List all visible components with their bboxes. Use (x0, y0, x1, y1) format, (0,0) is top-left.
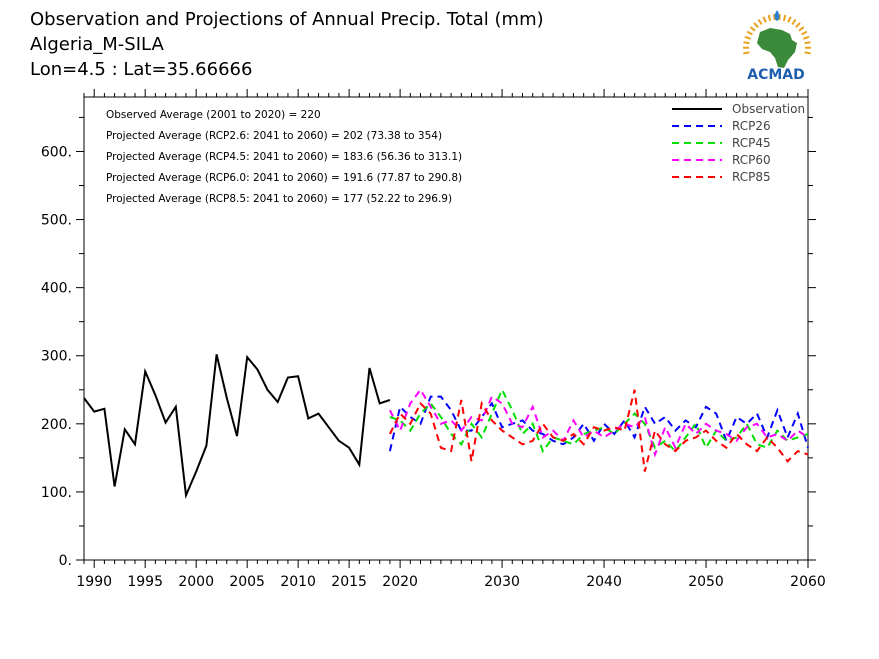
x-tick-label: 2005 (229, 574, 265, 590)
logo-ray (804, 51, 811, 55)
logo-africa-shape (757, 28, 797, 68)
series-line-rcp60 (389, 388, 809, 458)
location-label: Algeria_M-SILA (30, 34, 164, 55)
x-tick-label: 2020 (382, 574, 418, 590)
x-tick-label: 1990 (76, 574, 112, 590)
logo-ray (803, 35, 810, 40)
y-tick-label: 200. (41, 417, 72, 433)
x-tick-label: 2030 (484, 574, 520, 590)
y-tick-label: 400. (41, 281, 72, 297)
series-line-rcp85 (389, 389, 809, 472)
logo-ray (795, 22, 801, 29)
logo-ray (762, 16, 767, 23)
x-tick-label: 2010 (280, 574, 316, 590)
stats-panel: Observed Average (2001 to 2020) = 220 Pr… (106, 109, 462, 205)
y-tick-label: 600. (41, 144, 72, 160)
plot-frame (83, 96, 809, 561)
legend: Observation RCP26 RCP45 RCP60 RCP85 (672, 102, 805, 184)
logo-ray (782, 14, 787, 22)
logo-ray (767, 14, 772, 22)
logo-ray (798, 26, 805, 32)
stats-line: Projected Average (RCP2.6: 2041 to 2060)… (106, 130, 442, 142)
logo-sun-rays (742, 14, 812, 55)
logo-ray (749, 26, 756, 32)
stats-line: Observed Average (2001 to 2020) = 220 (106, 109, 321, 121)
legend-label: RCP60 (732, 153, 771, 167)
logo-ray (743, 41, 750, 45)
stats-line: Projected Average (RCP6.0: 2041 to 2060)… (106, 172, 462, 184)
x-tick-label: 2060 (790, 574, 826, 590)
acmad-logo: ACMAD (742, 10, 812, 83)
x-tick-label: 2050 (688, 574, 724, 590)
legend-label: RCP26 (732, 119, 771, 133)
logo-text: ACMAD (747, 67, 805, 83)
logo-drop-icon (774, 10, 780, 21)
x-tick-label: 1995 (127, 574, 163, 590)
logo-ray (757, 18, 763, 26)
chart-title: Observation and Projections of Annual Pr… (30, 9, 544, 30)
series-line-rcp45 (389, 387, 809, 454)
y-tick-label: 300. (41, 349, 72, 365)
logo-ray (744, 35, 751, 40)
series-line-observation (83, 354, 391, 500)
legend-label: RCP85 (732, 170, 771, 184)
logo-ray (801, 30, 808, 36)
axes: 0. 100. 200. 300. 400. 500. 600. 1990 1995 2000 20… (41, 89, 826, 590)
logo-ray (787, 16, 792, 23)
series-layer (83, 354, 809, 500)
logo-ray (791, 18, 797, 26)
logo-ray (743, 51, 750, 55)
legend-label: Observation (732, 102, 805, 116)
y-tick-label: 100. (41, 485, 72, 501)
legend-label: RCP45 (732, 136, 771, 150)
logo-ray (746, 30, 753, 36)
coordinates-label: Lon=4.5 : Lat=35.66666 (30, 59, 252, 80)
series-line-rcp26 (388, 395, 809, 452)
y-tick-label: 500. (41, 213, 72, 229)
stats-line: Projected Average (RCP8.5: 2041 to 2060)… (106, 193, 452, 205)
stats-line: Projected Average (RCP4.5: 2041 to 2060)… (106, 151, 462, 163)
x-tick-label: 2015 (331, 574, 367, 590)
x-tick-label: 2000 (178, 574, 214, 590)
y-tick-label: 0. (59, 553, 72, 569)
logo-ray (753, 22, 759, 29)
logo-ray (804, 41, 811, 45)
x-tick-label: 2040 (586, 574, 622, 590)
